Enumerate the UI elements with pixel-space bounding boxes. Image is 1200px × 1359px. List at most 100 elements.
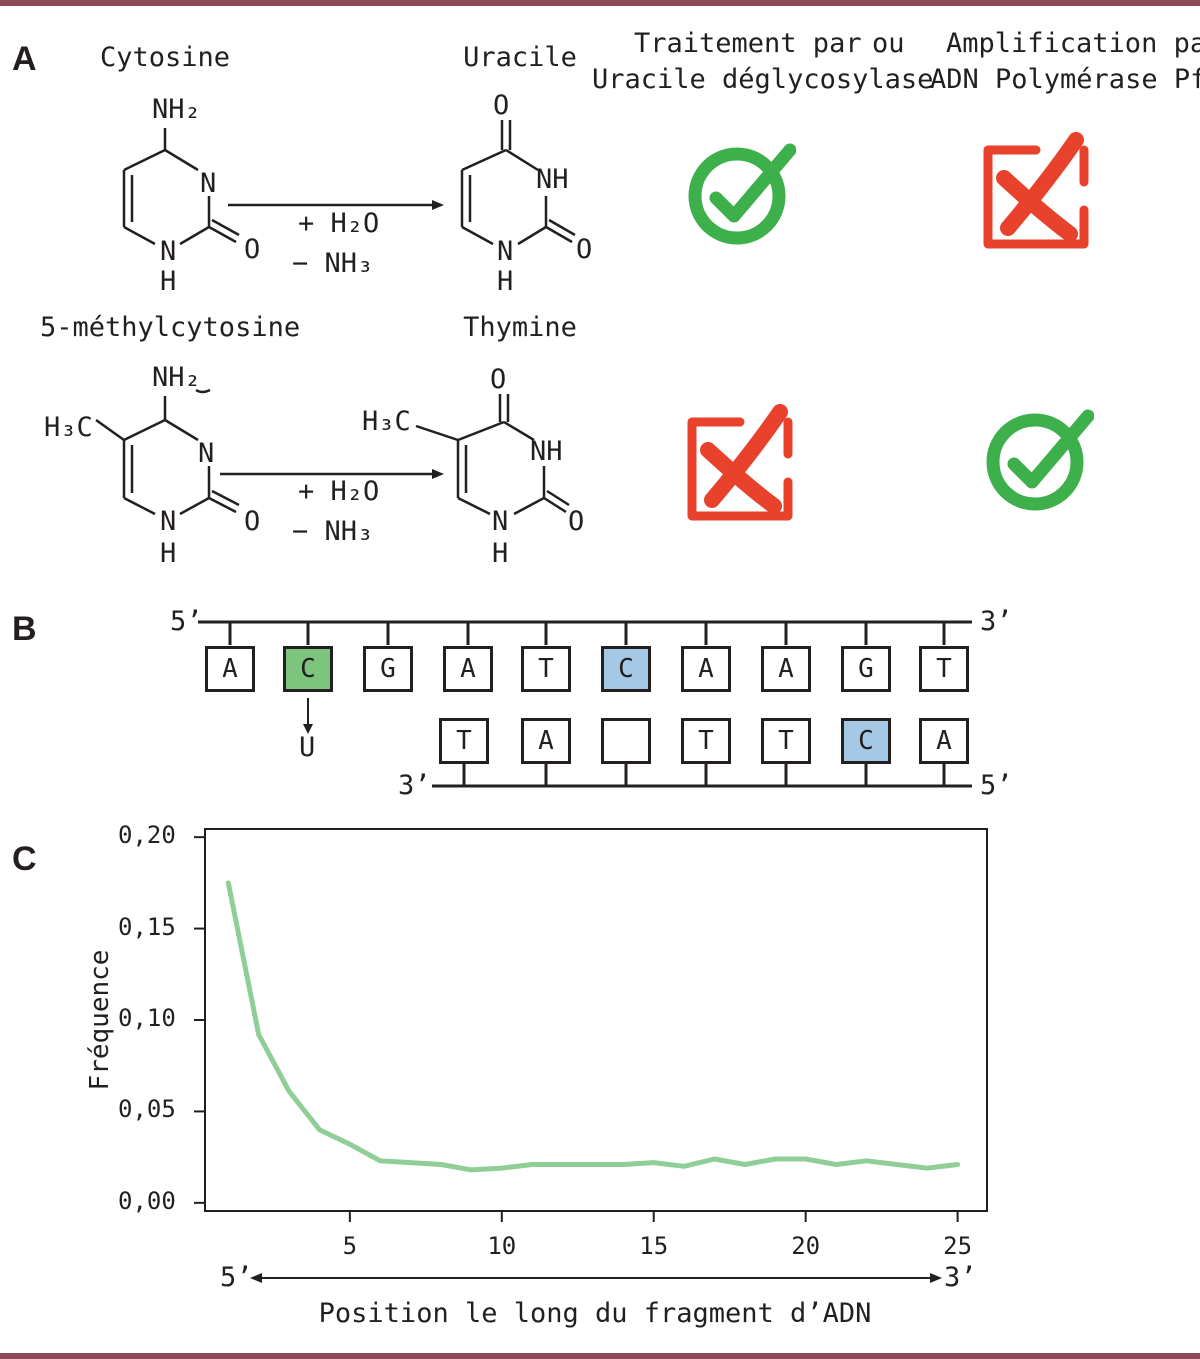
uracil-o2: O — [576, 234, 593, 265]
panel-label-c: C — [12, 840, 37, 878]
x-tick-label: 25 — [943, 1232, 973, 1260]
amplification-heading-line1: Amplification par — [946, 28, 1200, 59]
check-icon — [986, 409, 1094, 511]
direction-3prime: 3’ — [944, 1262, 977, 1293]
uracil-product-label: U — [299, 732, 316, 763]
cytosine-nh2: NH₂ — [152, 94, 201, 125]
thymine-h1: H — [492, 538, 509, 569]
frequency-data-point — [621, 1163, 625, 1166]
bottom-base: A — [919, 718, 969, 764]
treatment-heading-line1: Traitement par — [634, 28, 862, 59]
top-border — [0, 0, 1200, 6]
reaction-bottom-add: + H₂O — [298, 476, 380, 507]
thymine-label: Thymine — [463, 312, 577, 343]
top-base: G — [363, 646, 413, 692]
y-tick-label: 0,20 — [118, 821, 176, 850]
thymine-n1: N — [492, 506, 509, 537]
frequency-data-point — [561, 1163, 565, 1166]
methylcytosine-h3c: H₃C — [44, 412, 93, 443]
x-tick-label: 15 — [639, 1232, 669, 1260]
thymine-ring — [415, 394, 570, 516]
top-base: A — [443, 646, 493, 692]
bottom-strand-3prime: 3’ — [398, 770, 431, 801]
frequency-data-point — [257, 1033, 261, 1037]
thymine-h3c: H₃C — [362, 406, 411, 437]
x-axis-label: Position le long du fragment d’ADN — [318, 1298, 872, 1329]
y-tick-label: 0,05 — [118, 1095, 176, 1124]
uracil-n1: N — [497, 236, 514, 267]
frequency-data-point — [895, 1163, 899, 1166]
direction-arrow — [250, 1273, 942, 1283]
panel-label-b: B — [12, 610, 37, 648]
frequency-data-point — [226, 881, 230, 885]
reaction-arrowhead-top — [432, 200, 444, 210]
cytosine-label: Cytosine — [99, 42, 231, 73]
frequency-data-point — [409, 1161, 413, 1165]
uracil-nh3: NH — [536, 164, 569, 195]
methylcytosine-n3: N — [198, 438, 215, 469]
methylcytosine-label: 5-méthylcytosine — [40, 312, 301, 343]
cytosine-n1: N — [160, 236, 177, 267]
x-tick-label: 5 — [342, 1232, 358, 1260]
or-label: ou — [872, 28, 905, 59]
dna-strands — [198, 620, 972, 788]
bottom-base-empty — [601, 718, 651, 764]
top-base: T — [919, 646, 969, 692]
frequency-data-point — [287, 1089, 291, 1093]
methylcytosine-n1: N — [160, 506, 177, 537]
panel-label-a: A — [12, 40, 37, 78]
frequency-data-point — [713, 1157, 716, 1161]
reaction-bottom-remove: − NH₃ — [292, 516, 374, 547]
y-axis-label: Fréquence — [85, 949, 115, 1091]
frequency-data-point — [773, 1157, 777, 1161]
uracile-label: Uracile — [463, 42, 577, 73]
y-tick-label: 0,15 — [118, 912, 176, 941]
bottom-base-methylated: C — [841, 718, 891, 764]
top-base: A — [761, 646, 811, 692]
methylcytosine-ring — [95, 388, 240, 516]
frequency-data-point — [834, 1163, 838, 1166]
frequency-data-point — [591, 1163, 595, 1166]
cytosine-o2: O — [244, 234, 261, 265]
cytosine-n3: N — [200, 168, 217, 199]
thymine-o2: O — [568, 506, 585, 537]
uracil-ring — [460, 120, 576, 246]
bottom-base: A — [521, 718, 571, 764]
frequency-data-point — [743, 1163, 747, 1166]
bottom-base: T — [681, 718, 731, 764]
frequency-data-point — [652, 1161, 656, 1165]
frequency-data-point — [469, 1168, 473, 1172]
frequency-data-point — [378, 1159, 382, 1163]
thymine-o4: O — [490, 364, 507, 395]
methylcytosine-h1: H — [160, 538, 177, 569]
molecule-structures — [95, 120, 576, 516]
frequency-data-point — [682, 1164, 686, 1168]
cytosine-ring — [122, 128, 240, 246]
frequency-data-point — [864, 1159, 868, 1163]
frequency-data-point — [804, 1157, 808, 1161]
top-base: A — [205, 646, 255, 692]
chart-frame — [204, 828, 988, 1212]
frequency-data-point — [348, 1142, 352, 1146]
methylcytosine-o2: O — [244, 506, 261, 537]
uracil-h1: H — [497, 266, 514, 297]
reaction-top-add: + H₂O — [298, 208, 380, 239]
top-base-deaminated: C — [283, 646, 333, 692]
x-tick-label: 10 — [487, 1232, 517, 1260]
frequency-data-point — [925, 1166, 929, 1170]
cytosine-h1: H — [160, 266, 177, 297]
frequency-series-line — [225, 880, 961, 1173]
frequency-data-point — [956, 1163, 960, 1166]
top-base: T — [521, 646, 571, 692]
x-tick-label: 20 — [791, 1232, 821, 1260]
cross-icon — [983, 132, 1089, 249]
reaction-arrowhead-bottom — [432, 469, 444, 479]
top-strand-3prime: 3’ — [980, 606, 1013, 637]
direction-5prime: 5’ — [220, 1262, 253, 1293]
cross-icon — [687, 404, 793, 521]
bottom-strand-5prime: 5’ — [980, 770, 1013, 801]
uracil-o4: O — [493, 90, 510, 121]
thymine-nh3: NH — [530, 436, 563, 467]
top-base: G — [841, 646, 891, 692]
